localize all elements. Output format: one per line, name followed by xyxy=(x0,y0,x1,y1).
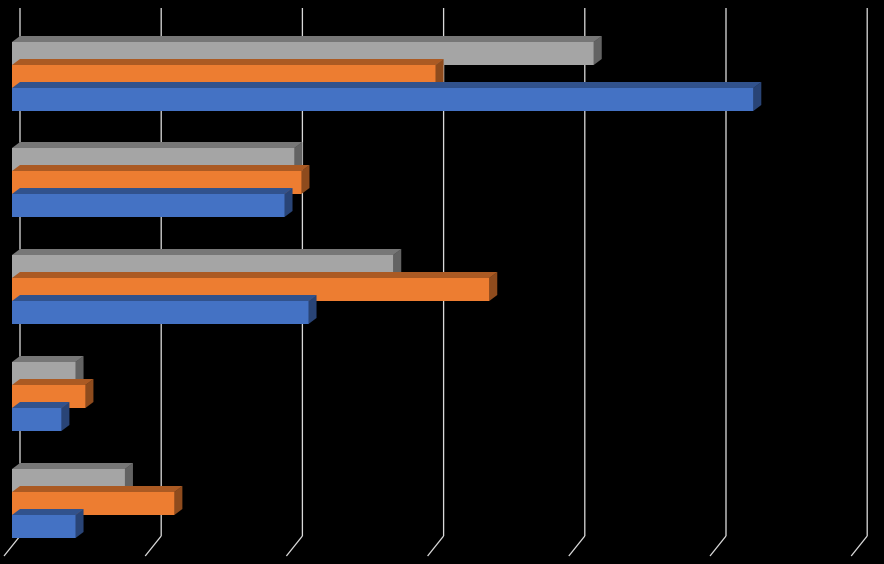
bar-group-1 xyxy=(12,36,762,111)
gridline-floor-5 xyxy=(709,535,727,557)
bar-side-face xyxy=(753,82,762,111)
gridline-floor-6 xyxy=(850,535,868,557)
bar-side-face xyxy=(284,188,293,217)
value-axis-floor-line xyxy=(3,535,21,557)
bar-side-face xyxy=(174,486,183,515)
bar-front-face xyxy=(12,88,754,111)
bar-group-4 xyxy=(12,356,94,431)
bar-top-face xyxy=(12,165,310,171)
bar-side-face xyxy=(593,36,602,65)
gridline-floor-4 xyxy=(568,535,586,557)
bar-3-series-3 xyxy=(12,295,317,324)
bar-side-face xyxy=(124,463,133,492)
bar-group-5 xyxy=(12,463,183,538)
bar-front-face xyxy=(12,301,309,324)
bar-top-face xyxy=(12,295,317,301)
bar-group-2 xyxy=(12,142,310,217)
bar-side-face xyxy=(75,509,84,538)
bar-top-face xyxy=(12,59,444,65)
bar-top-face xyxy=(12,82,762,88)
bar-top-face xyxy=(12,36,602,42)
bar-4-series-3 xyxy=(12,402,70,431)
bar-top-face xyxy=(12,356,84,362)
bar-group-3 xyxy=(12,249,498,324)
bar-side-face xyxy=(294,142,303,171)
bar-top-face xyxy=(12,379,94,385)
bar-front-face xyxy=(12,408,62,431)
bar-side-face xyxy=(75,356,84,385)
bar-top-face xyxy=(12,272,498,278)
bar-side-face xyxy=(85,379,94,408)
bars xyxy=(12,36,762,538)
bar-top-face xyxy=(12,249,402,255)
bar-top-face xyxy=(12,463,133,469)
bar-1-series-3 xyxy=(12,82,762,111)
bar-side-face xyxy=(393,249,402,278)
bar-side-face xyxy=(489,272,498,301)
bar-front-face xyxy=(12,515,76,538)
bar-top-face xyxy=(12,486,183,492)
bar-side-face xyxy=(301,165,310,194)
gridline-floor-3 xyxy=(427,535,445,557)
gridline-floor-1 xyxy=(144,535,162,557)
bar-5-series-3 xyxy=(12,509,84,538)
bar-front-face xyxy=(12,194,285,217)
bar-side-face xyxy=(308,295,317,324)
bar-2-series-3 xyxy=(12,188,293,217)
bar-top-face xyxy=(12,402,70,408)
bar-top-face xyxy=(12,142,303,148)
gridline-floor-2 xyxy=(285,535,303,557)
bar-side-face xyxy=(435,59,444,88)
bar-top-face xyxy=(12,509,84,515)
bar-top-face xyxy=(12,188,293,194)
bar-side-face xyxy=(61,402,70,431)
